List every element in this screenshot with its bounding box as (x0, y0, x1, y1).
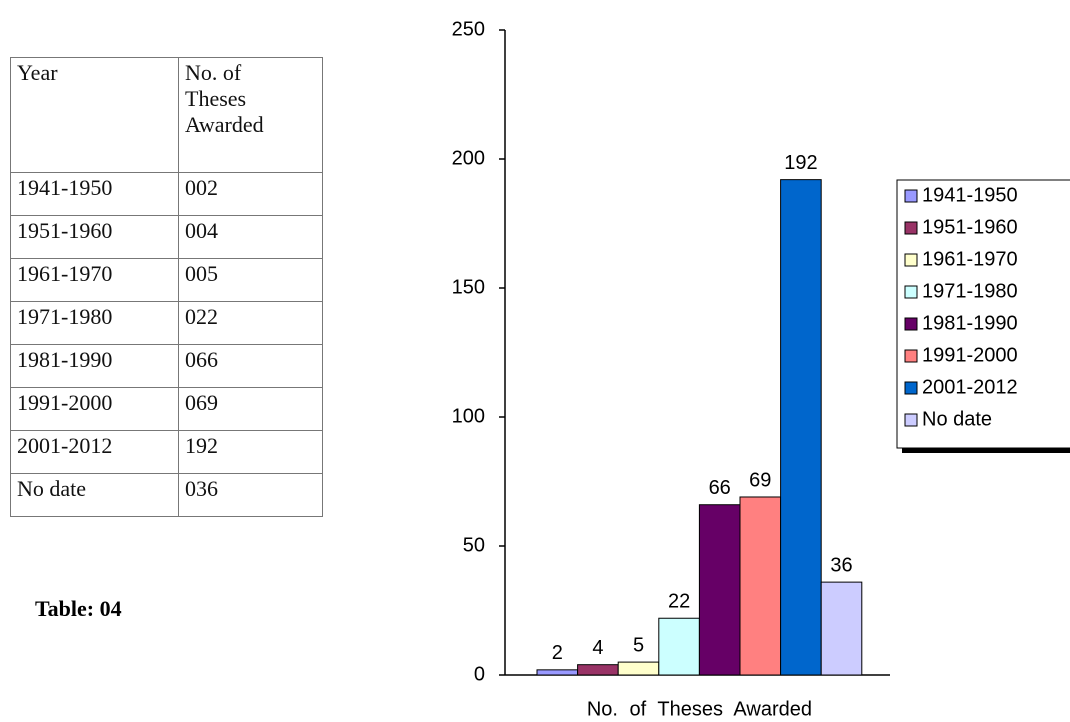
legend-swatch (904, 349, 918, 363)
table-cell: 005 (178, 258, 323, 302)
table-cell: 1981-1990 (10, 344, 179, 388)
y-tick-label: 250 (452, 18, 485, 40)
legend-label: 1951-1960 (922, 216, 1018, 238)
bar (739, 496, 782, 676)
header-row: Year No. of Theses Awarded (10, 57, 323, 173)
header-cell: No. of Theses Awarded (178, 57, 323, 173)
value-label: 36 (830, 554, 852, 576)
bar (698, 504, 741, 676)
table-row: 1951-1960 004 (10, 215, 323, 259)
legend-label: 1971-1980 (922, 280, 1018, 302)
value-label: 5 (633, 634, 644, 656)
table-row: 1971-1980 022 (10, 301, 323, 345)
legend-label: No date (922, 408, 992, 430)
legend-swatch (904, 189, 918, 203)
y-tick-label: 100 (452, 405, 485, 427)
legend-label: 2001-2012 (922, 376, 1018, 398)
legend-box (896, 179, 1070, 449)
table-row: 1961-1970 005 (10, 258, 323, 302)
bar (577, 664, 619, 676)
header-text: No. of Theses Awarded (185, 60, 264, 137)
legend-swatch (904, 221, 918, 235)
bar (617, 661, 660, 676)
y-tick-label: 50 (463, 534, 485, 556)
y-tick-label: 0 (474, 663, 485, 685)
legend-swatch (904, 253, 918, 267)
table-caption: Table: 04 (35, 596, 122, 621)
legend-label: 1961-1970 (922, 248, 1018, 270)
legend-label: 1941-1950 (922, 184, 1018, 206)
header-text: Year (17, 60, 58, 85)
x-category-label: No. of Theses Awarded (587, 698, 812, 720)
bar (820, 581, 863, 676)
table-cell: 036 (178, 473, 323, 517)
bar (536, 669, 579, 676)
table-cell: 1951-1960 (10, 215, 179, 259)
bar (780, 179, 822, 676)
value-label: 22 (668, 591, 690, 613)
data-table: Year No. of Theses Awarded 1941-1950 002 195… (10, 57, 323, 517)
y-tick-label: 150 (452, 276, 485, 298)
legend-swatch (904, 317, 918, 331)
value-label: 69 (749, 469, 771, 491)
legend-swatch (904, 285, 918, 299)
table-cell: 1971-1980 (10, 301, 179, 345)
table-cell: 1941-1950 (10, 172, 179, 216)
table-cell: 192 (178, 430, 323, 474)
table-row: No date 036 (10, 473, 323, 517)
legend-swatch (904, 381, 918, 395)
table-body: Year No. of Theses Awarded 1941-1950 002 195… (10, 57, 323, 517)
legend-swatch (904, 413, 918, 427)
legend-label: 1991-2000 (922, 344, 1018, 366)
table-cell: 004 (178, 215, 323, 259)
value-label: 2 (552, 642, 563, 664)
value-label: 4 (592, 637, 603, 659)
table-cell: 069 (178, 387, 323, 431)
table-cell: No date (10, 473, 179, 517)
value-label: 192 (784, 152, 817, 174)
y-tick-label: 200 (452, 147, 485, 169)
value-label: 66 (709, 477, 731, 499)
legend-label: 1981-1990 (922, 312, 1018, 334)
table-cell: 022 (178, 301, 323, 345)
bar (658, 617, 700, 676)
header-cell: Year (10, 57, 179, 173)
